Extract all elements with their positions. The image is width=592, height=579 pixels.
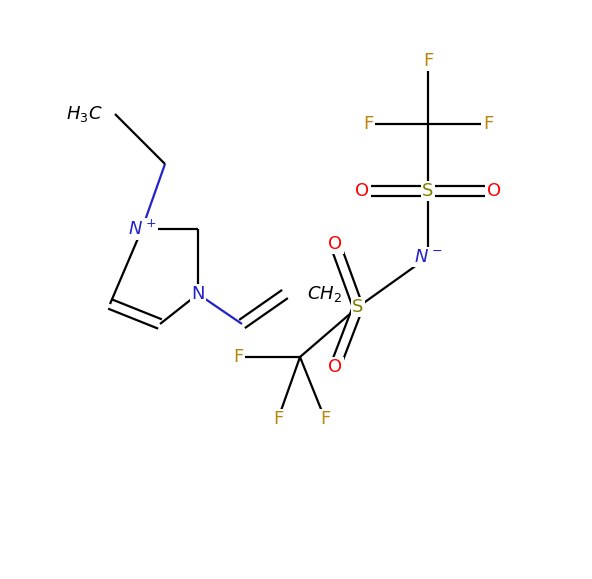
Text: S: S [352, 298, 363, 316]
Text: O: O [487, 182, 501, 200]
Text: F: F [320, 410, 330, 428]
Text: F: F [273, 410, 283, 428]
Text: N: N [191, 285, 205, 303]
Text: F: F [363, 115, 373, 133]
Text: F: F [233, 348, 243, 366]
Text: S: S [422, 182, 434, 200]
Text: O: O [355, 182, 369, 200]
Text: $N^+$: $N^+$ [128, 219, 156, 239]
Text: O: O [328, 235, 342, 253]
Text: $H_3C$: $H_3C$ [66, 104, 103, 124]
Text: F: F [483, 115, 493, 133]
Text: O: O [328, 358, 342, 376]
Text: $N^-$: $N^-$ [414, 248, 442, 266]
Text: F: F [423, 52, 433, 70]
Text: $CH_2$: $CH_2$ [307, 284, 342, 304]
